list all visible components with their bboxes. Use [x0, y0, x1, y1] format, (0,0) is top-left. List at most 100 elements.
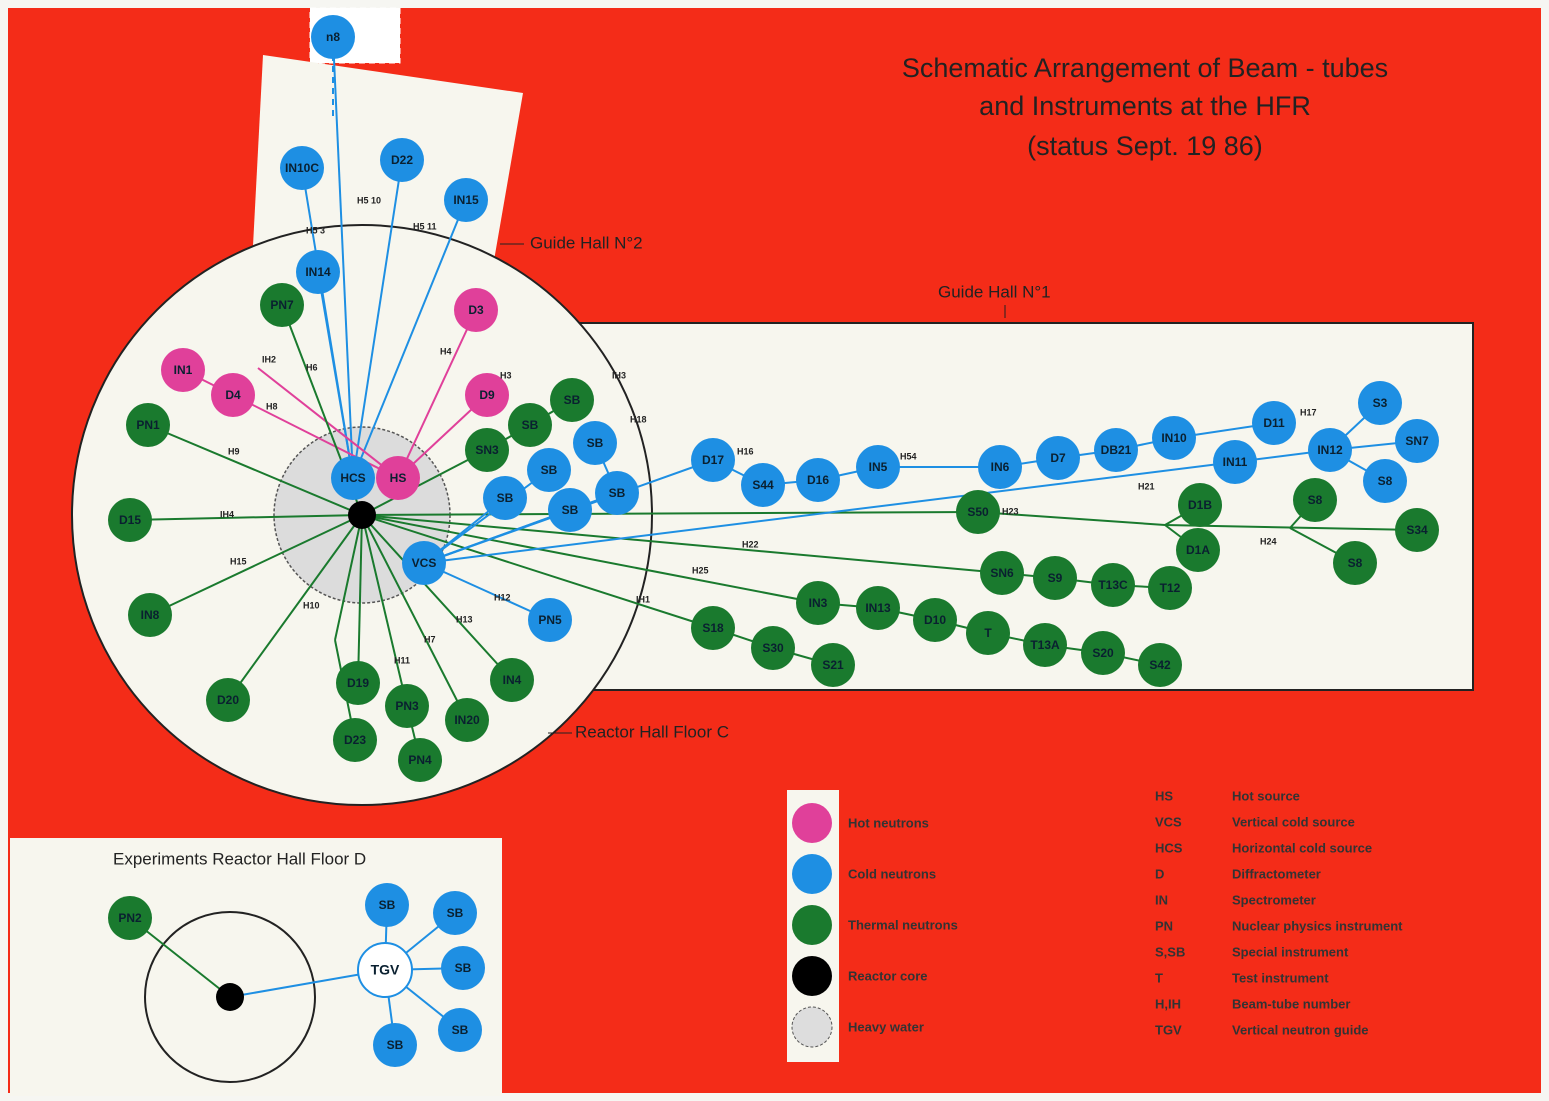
abbreviation-meaning: Test instrument — [1232, 970, 1329, 985]
instrument-node — [465, 428, 509, 472]
beam-line — [423, 562, 551, 621]
node-label: IN5 — [869, 460, 888, 474]
instrument-node — [336, 661, 380, 705]
instrument-node — [1293, 478, 1337, 522]
instrument-node — [333, 718, 377, 762]
node-label: T12 — [1160, 581, 1181, 595]
beam-line — [397, 309, 477, 479]
instrument-node — [980, 551, 1024, 595]
node-label: PN2 — [118, 911, 142, 925]
legend-label: Cold neutrons — [848, 866, 936, 881]
instrument-node — [433, 891, 477, 935]
beam-tube-label: H15 — [230, 556, 247, 566]
abbreviation: VCS — [1155, 814, 1182, 829]
instrument-node — [956, 490, 1000, 534]
beam-line — [332, 36, 354, 479]
node-label: IN12 — [1317, 443, 1343, 457]
instrument-node — [128, 593, 172, 637]
node-label: TGV — [371, 962, 400, 978]
instrument-node — [548, 488, 592, 532]
node-label: n8 — [326, 30, 340, 44]
instrument-node — [445, 698, 489, 742]
beam-tube-label: H9 — [228, 446, 240, 456]
beam-tube-label: H22 — [742, 539, 759, 549]
node-label: D1A — [1186, 543, 1210, 557]
node-label: IN1 — [174, 363, 193, 377]
beam-tube-label: H17 — [1300, 407, 1317, 417]
beam-tube-label: H5 3 — [306, 225, 325, 235]
instrument-node — [573, 421, 617, 465]
node-label: S50 — [967, 505, 989, 519]
instrument-node — [856, 586, 900, 630]
beam-tube-label: IH2 — [262, 354, 276, 364]
legend-label: Reactor core — [848, 968, 927, 983]
node-label: D3 — [468, 303, 484, 317]
node-label: SB — [564, 393, 581, 407]
beam-line — [361, 514, 513, 681]
instrument-node — [357, 942, 413, 998]
abbreviation-meaning: Special instrument — [1232, 944, 1349, 959]
instrument-node — [691, 606, 735, 650]
instrument-node — [1252, 401, 1296, 445]
beam-line — [361, 514, 408, 707]
beam-tube-label: IH1 — [636, 594, 650, 604]
instrument-node — [1081, 631, 1125, 675]
beam-line — [232, 394, 399, 479]
node-label: SB — [609, 486, 626, 500]
node-label: VCS — [412, 556, 437, 570]
node-label: D11 — [1263, 416, 1285, 430]
instrument-node — [508, 403, 552, 447]
instrument-node — [444, 178, 488, 222]
instrument-node — [796, 458, 840, 502]
instrument-node — [1333, 541, 1377, 585]
reactor-core-d — [216, 983, 244, 1011]
beam-line — [147, 424, 363, 516]
beam-tube-label: H5 10 — [357, 195, 381, 205]
instrument-node — [856, 445, 900, 489]
instrument-node — [161, 348, 205, 392]
beam-line — [361, 514, 1003, 574]
node-label: S3 — [1373, 396, 1388, 410]
node-label: IN10C — [285, 161, 319, 175]
node-label: S34 — [1406, 523, 1428, 537]
beam-line — [977, 511, 1166, 526]
abbreviation-meaning: Nuclear physics instrument — [1232, 918, 1403, 933]
beam-line — [361, 449, 488, 516]
beam-tube-label: H18 — [630, 414, 647, 424]
instrument-node — [978, 445, 1022, 489]
floor-d-box — [10, 838, 502, 1096]
beam-line — [317, 271, 354, 479]
instrument-node — [1358, 381, 1402, 425]
abbreviation: S,SB — [1155, 944, 1185, 959]
abbreviation-meaning: Diffractometer — [1232, 866, 1321, 881]
instrument-node — [527, 448, 571, 492]
legend-swatch — [792, 905, 832, 945]
beam-line — [361, 514, 714, 629]
instrument-node — [550, 378, 594, 422]
node-label: SB — [497, 491, 514, 505]
node-label: S21 — [822, 658, 844, 672]
node-label: D16 — [807, 473, 829, 487]
instrument-node — [1094, 428, 1138, 472]
legend-swatch — [792, 803, 832, 843]
beam-tube-label: H7 — [424, 634, 436, 644]
beam-line — [361, 511, 979, 516]
instrument-node — [1138, 643, 1182, 687]
instrument-node — [966, 611, 1010, 655]
node-label: T — [984, 626, 992, 640]
legend-label: Thermal neutrons — [848, 917, 958, 932]
instrument-node — [1152, 416, 1196, 460]
instrument-node — [1023, 623, 1067, 667]
node-label: SB — [379, 898, 396, 912]
node-label: PN5 — [538, 613, 562, 627]
beam-tube-label: IH4 — [220, 509, 234, 519]
node-label: S9 — [1048, 571, 1063, 585]
instrument-node — [595, 471, 639, 515]
instrument-node — [441, 946, 485, 990]
instrument-node — [280, 146, 324, 190]
beam-tube-label: H21 — [1138, 481, 1155, 491]
node-label: PN1 — [136, 418, 160, 432]
node-label: PN3 — [395, 699, 419, 713]
abbreviation: IN — [1155, 892, 1168, 907]
